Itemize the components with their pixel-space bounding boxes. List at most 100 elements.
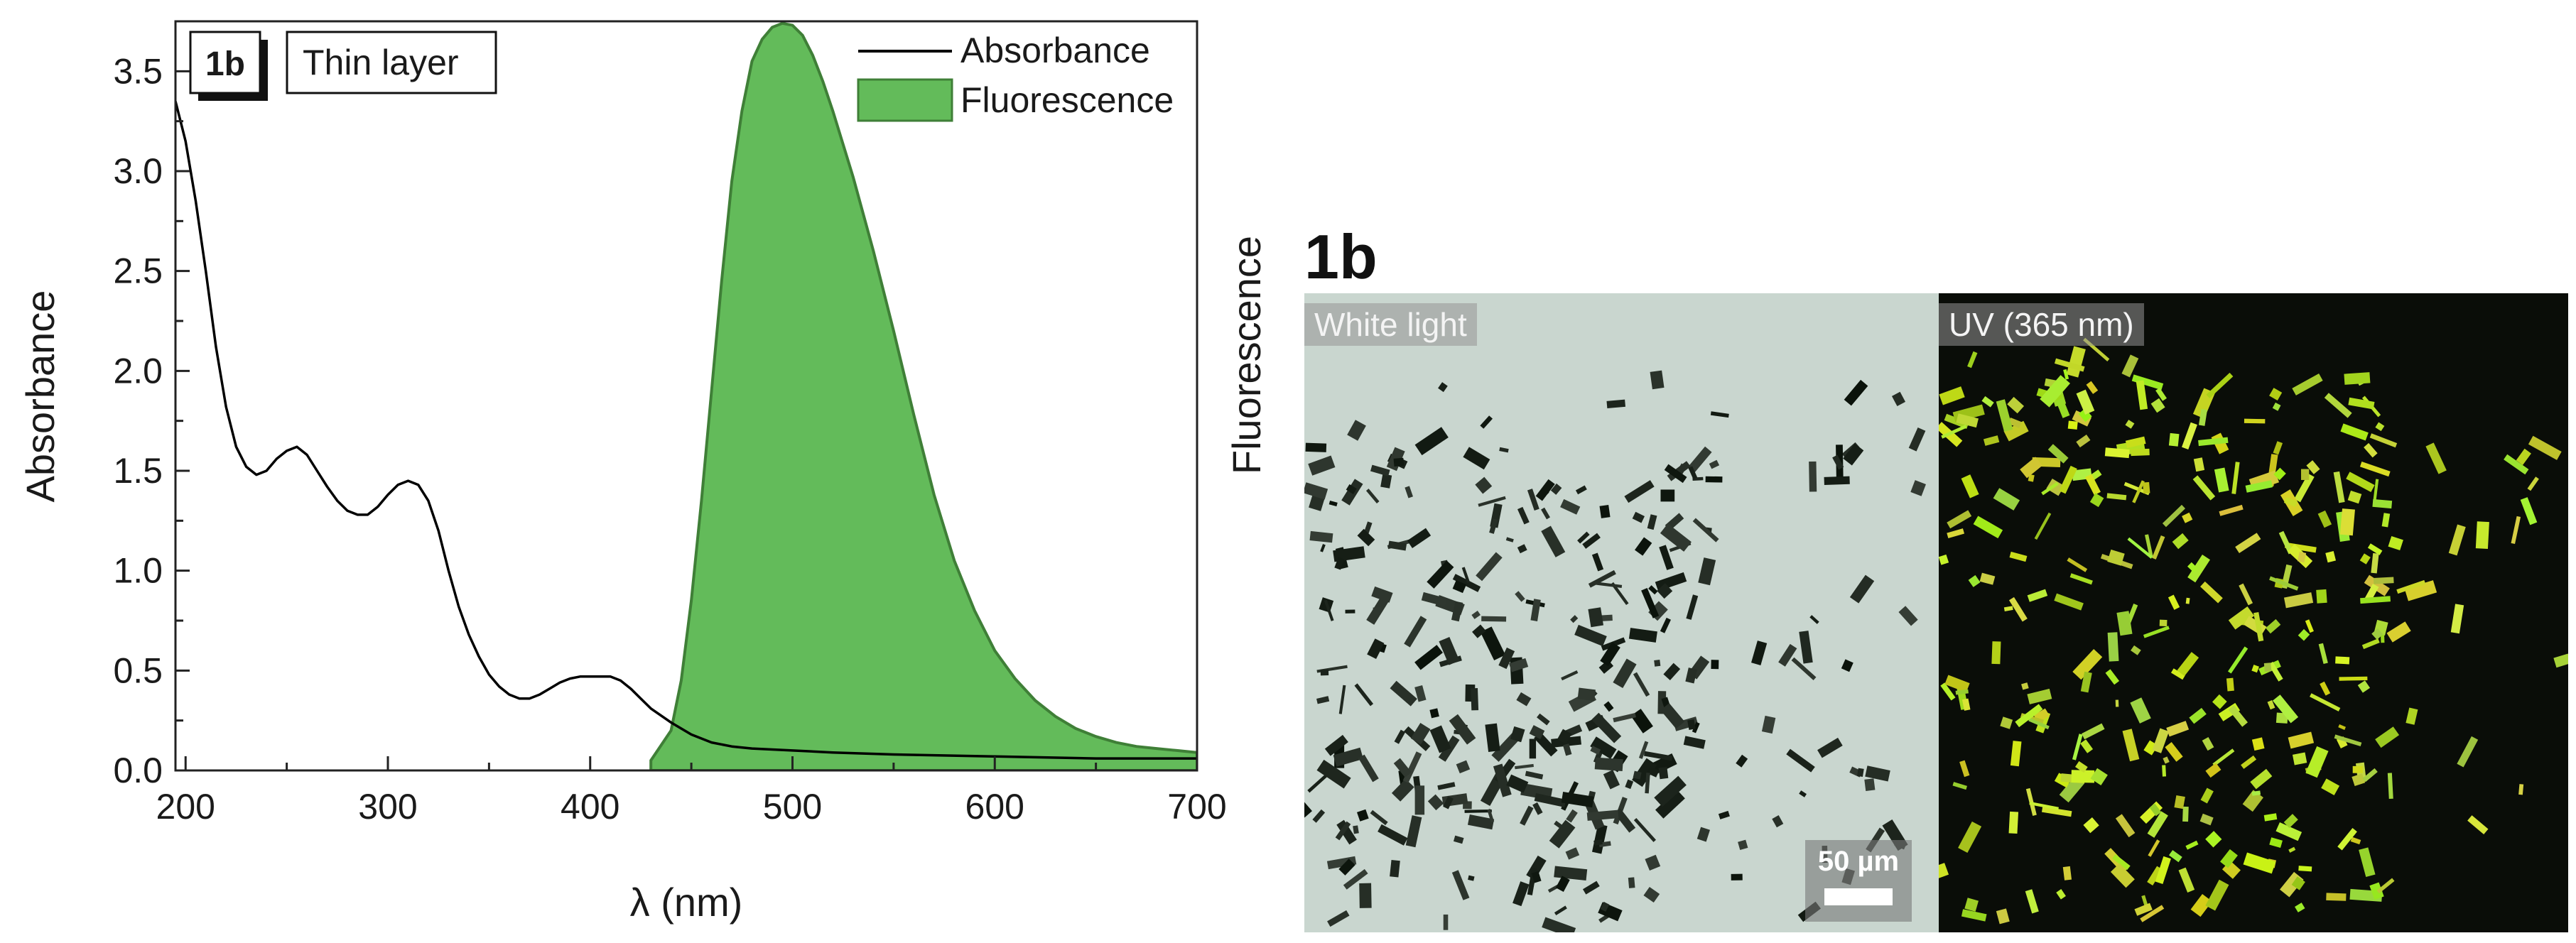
crystal-speck xyxy=(1643,886,1660,903)
crystal-speck xyxy=(2228,606,2255,630)
crystal-speck xyxy=(1761,715,1776,734)
crystal-speck xyxy=(2145,534,2153,557)
crystal-speck xyxy=(2189,707,2207,724)
crystal-speck xyxy=(2405,707,2418,725)
crystal-speck xyxy=(2288,846,2296,853)
crystal-speck xyxy=(2130,697,2151,724)
crystal-speck xyxy=(1647,766,1660,778)
crystal-speck xyxy=(1688,466,1698,479)
crystal-speck xyxy=(2193,457,2205,472)
crystal-speck xyxy=(2375,422,2385,432)
crystal-speck xyxy=(1443,796,1454,810)
crystal-speck xyxy=(1550,483,1562,495)
crystal-speck xyxy=(2086,381,2099,394)
crystal-speck xyxy=(2239,583,2253,606)
legend-fluorescence-label: Fluorescence xyxy=(960,80,1174,120)
crystal-speck xyxy=(2316,589,2327,604)
crystal-speck xyxy=(1864,778,1876,792)
crystal-speck xyxy=(1582,881,1600,895)
crystal-speck xyxy=(1336,819,1357,845)
crystal-speck xyxy=(1698,557,1716,586)
crystal-speck xyxy=(1333,747,1364,767)
crystal-speck xyxy=(1391,778,1414,802)
crystal-speck xyxy=(1601,614,1613,621)
crystal-speck xyxy=(2177,652,2199,677)
crystal-speck xyxy=(1961,698,1971,711)
crystal-speck xyxy=(2357,680,2371,693)
crystal-speck xyxy=(1525,770,1544,780)
crystal-speck xyxy=(2025,889,2039,914)
crystal-speck xyxy=(2089,493,2104,508)
crystal-speck xyxy=(1643,751,1673,761)
crystal-speck xyxy=(2346,471,2375,492)
crystal-speck xyxy=(1657,583,1673,599)
crystal-speck xyxy=(2371,552,2379,574)
crystal-speck xyxy=(2040,375,2070,408)
crystal-speck xyxy=(1316,696,1330,704)
crystal-speck xyxy=(2396,579,2426,594)
crystal-speck xyxy=(2269,388,2283,401)
crystal-speck xyxy=(2326,893,2347,901)
crystal-speck xyxy=(2041,806,2072,817)
crystal-speck xyxy=(1817,737,1843,758)
crystal-speck xyxy=(1599,504,1611,518)
crystal-speck xyxy=(2251,737,2265,751)
crystal-speck xyxy=(2520,497,2538,525)
crystal-speck xyxy=(2386,621,2411,643)
crystal-speck xyxy=(2076,389,2095,415)
crystal-speck xyxy=(1464,810,1492,813)
crystal-speck xyxy=(1404,616,1427,648)
crystal-speck xyxy=(2165,742,2183,762)
crystal-speck xyxy=(1506,774,1529,793)
crystal-speck xyxy=(1633,818,1656,842)
crystal-speck xyxy=(2263,813,2278,822)
crystal-speck xyxy=(1345,609,1355,614)
crystal-speck xyxy=(2231,462,2240,494)
crystal-speck xyxy=(1405,815,1422,848)
crystal-speck xyxy=(1437,782,1456,790)
crystal-speck xyxy=(2125,436,2146,448)
crystal-speck xyxy=(1632,511,1645,523)
crystal-speck xyxy=(1365,489,1380,504)
crystal-speck xyxy=(2063,369,2069,380)
y-axis-title: Absorbance xyxy=(18,290,63,503)
crystal-speck xyxy=(1958,821,1982,854)
crystal-speck xyxy=(2305,619,2314,633)
crystal-speck xyxy=(1334,557,1345,570)
crystal-speck xyxy=(1324,734,1348,756)
crystal-speck xyxy=(2269,837,2283,849)
plot-frame xyxy=(174,20,1198,772)
crystal-speck xyxy=(1463,447,1490,470)
crystal-speck xyxy=(2359,847,2376,877)
crystal-speck xyxy=(1594,757,1623,772)
crystal-speck xyxy=(2080,671,2092,693)
crystal-speck xyxy=(2348,397,2375,410)
crystal-speck xyxy=(2152,728,2170,753)
crystal-speck xyxy=(2067,557,2088,572)
crystal-speck xyxy=(1353,825,1359,834)
crystal-speck xyxy=(1586,810,1619,821)
crystal-speck xyxy=(2340,423,2369,441)
crystal-speck xyxy=(1967,351,1978,369)
crystal-speck xyxy=(1451,870,1470,900)
crystal-speck xyxy=(2107,632,2119,662)
crystal-speck xyxy=(1910,480,1926,496)
crystal-speck xyxy=(1367,638,1385,660)
crystal-speck xyxy=(2134,903,2153,916)
crystal-speck xyxy=(2266,618,2281,634)
crystal-speck xyxy=(1606,399,1625,409)
crystal-speck xyxy=(2334,734,2362,747)
crystal-speck xyxy=(2243,852,2276,874)
crystal-speck xyxy=(1515,763,1534,770)
crystal-speck xyxy=(2371,628,2383,640)
crystal-speck xyxy=(2125,420,2135,429)
crystal-speck xyxy=(2140,905,2165,922)
crystal-speck xyxy=(2310,693,2341,712)
crystal-speck xyxy=(2021,682,2029,690)
crystal-speck xyxy=(2003,420,2029,442)
crystal-speck xyxy=(1529,725,1545,739)
crystal-speck xyxy=(1791,657,1817,680)
crystal-speck xyxy=(1560,498,1581,515)
crystal-speck xyxy=(2364,442,2378,458)
crystal-speck xyxy=(1956,413,1979,428)
